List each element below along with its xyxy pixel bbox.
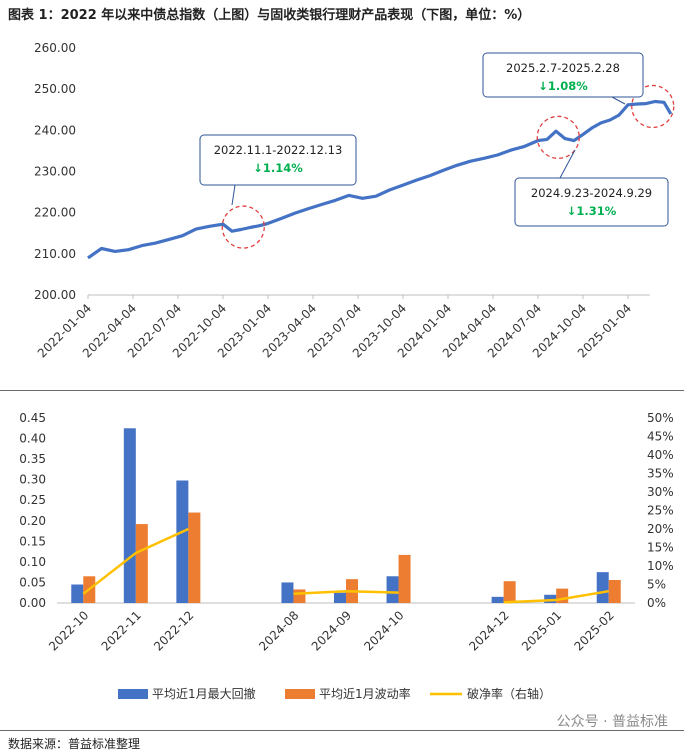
x-tick-label: 2024-08 [256,608,301,653]
below-par-line [82,527,609,604]
y-tick-label: 230.00 [34,165,76,179]
y-right-tick-label: 50% [647,411,674,425]
y-left-tick-label: 0.30 [19,473,46,487]
callout-period: 2022.11.1-2022.12.13 [214,143,343,157]
bar-max-drawdown [281,582,294,603]
y-left-tick-label: 0.25 [19,493,46,507]
x-tick-label: 2025-01 [519,608,564,653]
y-right-tick-label: 15% [647,541,674,555]
drawdown-circle [631,84,675,129]
callout-period: 2025.2.7-2025.2.28 [506,61,620,75]
bar-max-drawdown [386,576,399,603]
footer-divider [0,730,684,731]
bar-max-drawdown [71,584,84,603]
y-left-tick-label: 0.15 [19,534,46,548]
x-tick-label: 2022-11 [99,608,144,653]
y-tick-label: 260.00 [34,41,76,55]
y-left-tick-label: 0.35 [19,452,46,466]
legend-label-drawdown: 平均近1月最大回撤 [152,686,256,701]
bar-max-drawdown [596,572,609,603]
x-tick-label: 2022-12 [151,608,196,653]
x-tick-label: 2022-10 [46,608,91,653]
bar-max-drawdown [123,428,136,603]
drawdown-circle [536,115,580,159]
callout-pointer [611,96,626,105]
bar-max-drawdown [176,480,189,603]
callout-box [482,52,644,98]
y-right-tick-label: 35% [647,467,674,481]
bar-volatility [608,579,621,603]
y-left-tick-label: 0.45 [19,411,46,425]
bar-volatility [398,554,411,603]
y-tick-label: 210.00 [34,247,76,261]
y-tick-label: 220.00 [34,206,76,220]
callout-change: ↓1.08% [538,79,588,93]
callout-change: ↓1.14% [253,161,303,175]
y-right-tick-label: 20% [647,522,674,536]
x-tick-label: 2024-12 [466,608,511,653]
bar-volatility [503,581,516,603]
bar-volatility [135,524,148,603]
bar-volatility [293,589,306,603]
y-left-tick-label: 0.20 [19,514,46,528]
callout-box [514,177,669,227]
callout-pointer [559,149,576,179]
y-right-tick-label: 30% [647,485,674,499]
bar-max-drawdown [334,592,346,603]
y-right-tick-label: 0% [647,596,666,610]
y-left-tick-label: 0.10 [19,555,46,569]
legend-label-below-par: 破净率（右轴） [467,686,551,701]
legend-swatch-drawdown [118,689,148,699]
y-right-tick-label: 5% [647,578,666,592]
x-tick-label: 2025-02 [571,608,616,653]
y-right-tick-label: 40% [647,448,674,462]
y-tick-label: 240.00 [34,123,76,137]
y-left-tick-label: 0.40 [19,432,46,446]
y-left-tick-label: 0.05 [19,575,46,589]
bar-max-drawdown [491,596,504,603]
legend-swatch-volatility [285,689,315,699]
bar-volatility [188,512,201,603]
y-right-tick-label: 45% [647,430,674,444]
data-source: 数据来源：普益标准整理 [8,737,141,751]
y-right-tick-label: 10% [647,559,674,573]
x-tick-label: 2024-10 [361,608,406,653]
bar-max-drawdown [544,594,557,603]
callout-pointer [231,184,236,206]
callout-box [199,134,357,186]
y-right-tick-label: 25% [647,504,674,518]
callout-change: ↓1.31% [567,204,617,218]
y-tick-label: 200.00 [34,288,76,302]
y-left-tick-label: 0.00 [19,596,46,610]
y-tick-label: 250.00 [34,82,76,96]
bond-index-line [87,99,673,260]
drawdown-circle [221,205,265,249]
bond-index-line-chart: 200.00 210.00 220.00 230.00 240.00 250.00 260.… [34,41,675,360]
callout-period: 2024.9.23-2024.9.29 [531,186,652,200]
wealth-product-bar-chart: 0.00 0.05 0.10 0.15 0.20 0.25 0.30 0.35 0.40 0.45… [19,411,674,701]
legend-label-volatility: 平均近1月波动率 [319,686,411,701]
chart-divider [0,390,684,391]
figure-title: 图表 1：2022 年以来中债总指数（上图）与固收类银行理财产品表现（下图，单位… [8,8,531,23]
watermark: 公众号 · 普益标准 [556,714,668,730]
x-tick-label: 2024-09 [309,608,354,653]
